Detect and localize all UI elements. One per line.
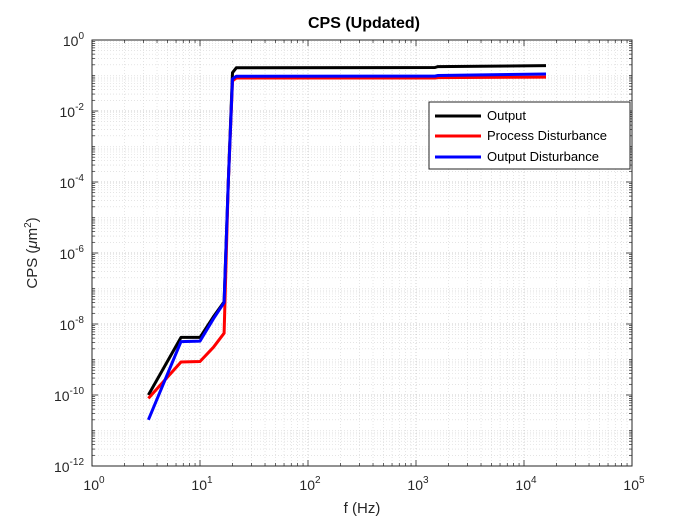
y-tick-label: 10-12: [54, 457, 84, 475]
y-tick-label: 10-8: [60, 315, 85, 333]
y-tick-label: 10-4: [60, 173, 85, 191]
tick-marks: [91, 39, 633, 467]
series-line-output-disturbance: [147, 72, 547, 421]
x-tick-labels: 100 101 102 103 104 105: [83, 475, 645, 493]
y-tick-label: 10-10: [54, 386, 84, 404]
chart-title: CPS (Updated): [308, 15, 420, 32]
x-axis-label: f (Hz): [344, 500, 381, 517]
y-tick-label: 10-2: [60, 102, 85, 120]
x-tick-label: 105: [623, 475, 645, 493]
x-tick-label: 103: [407, 475, 429, 493]
y-tick-labels: 10-12 10-10 10-8 10-6 10-4 10-2 100: [54, 31, 84, 475]
plot-area: [147, 64, 547, 421]
legend-label-process-disturbance: Process Disturbance: [487, 128, 607, 143]
y-tick-label: 10-6: [60, 244, 85, 262]
x-tick-label: 102: [299, 475, 321, 493]
x-tick-label: 101: [191, 475, 213, 493]
legend-label-output-disturbance: Output Disturbance: [487, 149, 599, 164]
y-tick-label: 100: [63, 31, 85, 49]
x-tick-label: 104: [515, 475, 537, 493]
y-axis-label: CPS (μm2): [23, 217, 41, 288]
x-tick-label: 100: [83, 475, 105, 493]
legend: Output Process Disturbance Output Distur…: [428, 101, 631, 170]
legend-label-output: Output: [487, 108, 526, 123]
